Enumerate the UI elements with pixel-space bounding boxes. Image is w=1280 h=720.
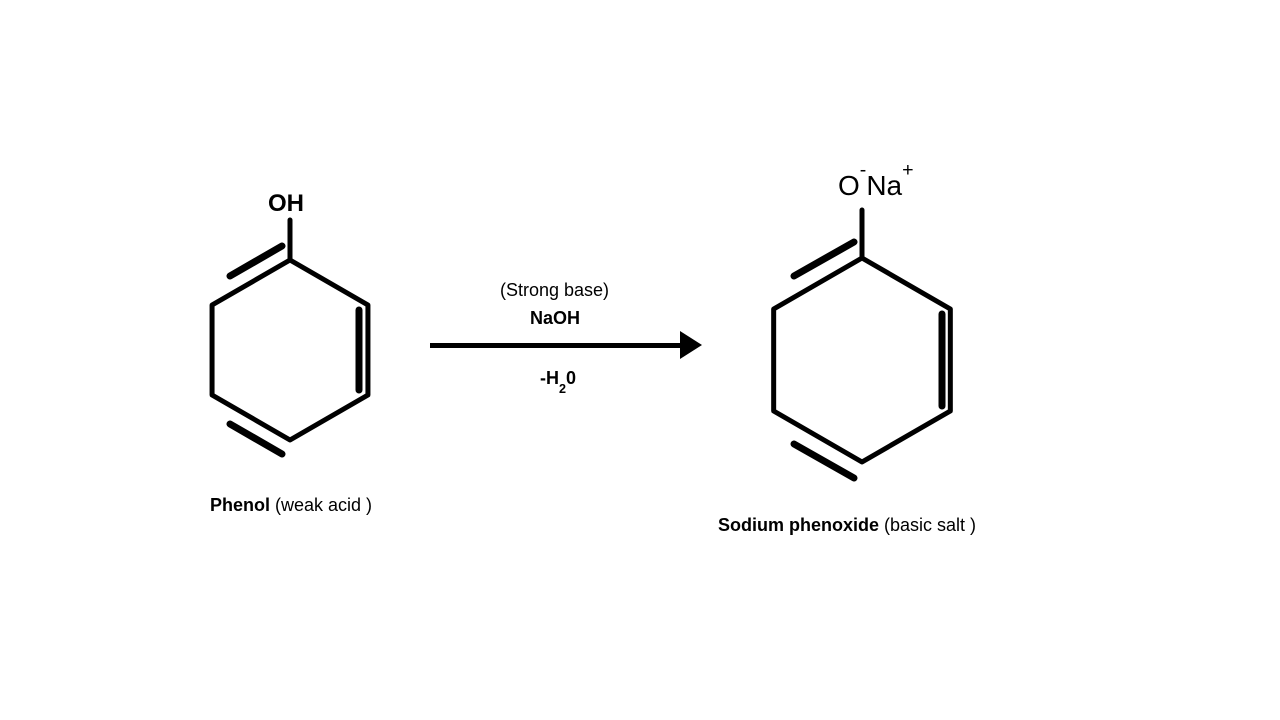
phenoxide-neg-charge: - — [860, 159, 867, 181]
reaction-diagram: OH Phenol (weak acid ) (Strong base) NaO… — [0, 0, 1280, 720]
phenoxide-Na: Na — [866, 170, 902, 201]
phenoxide-name: Sodium phenoxide — [718, 515, 879, 535]
phenoxide-note: (basic salt ) — [879, 515, 976, 535]
phenoxide-caption: Sodium phenoxide (basic salt ) — [718, 515, 976, 536]
phenoxide-pos-charge: + — [902, 159, 913, 181]
phenoxide-O: O — [838, 170, 860, 201]
phenoxide-structure — [0, 0, 1280, 720]
phenoxide-ona-label: O-Na+ — [838, 170, 914, 202]
